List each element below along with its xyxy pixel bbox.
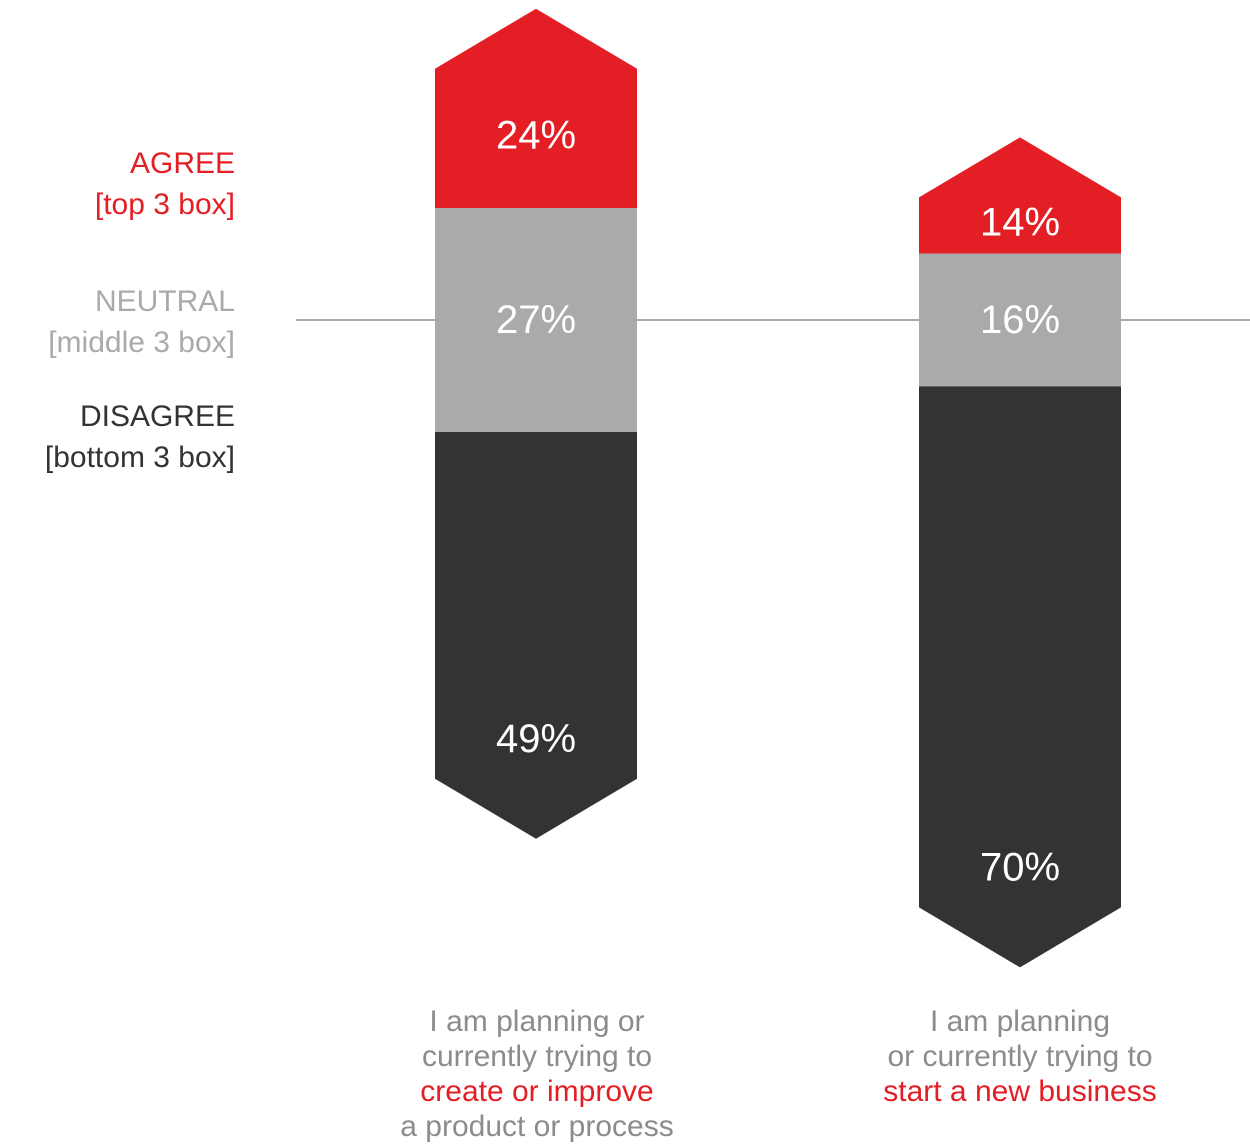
bar-2-neutral-label: 16% <box>980 298 1060 342</box>
legend-disagree-title: DISAGREE <box>79 400 235 433</box>
legend-agree-title: AGREE <box>129 147 235 180</box>
bar-2-disagree-label: 70% <box>980 845 1060 889</box>
bar-2-disagree-segment <box>919 386 1121 968</box>
caption-1-highlight: create or improve <box>420 1075 654 1108</box>
bar-1-agree-label: 24% <box>496 113 576 157</box>
caption-2-line-1: I am planning <box>929 1005 1111 1038</box>
bar-caption-1: I am planning or currently trying to cre… <box>357 1004 717 1144</box>
legend-agree: AGREE [top 3 box] <box>95 143 235 225</box>
bar-caption-2: I am planning or currently trying to sta… <box>840 1004 1200 1109</box>
bar-1-disagree-label: 49% <box>496 717 576 761</box>
legend-disagree-subtitle: [bottom 3 box] <box>44 441 235 474</box>
bar-1-disagree-segment <box>435 432 637 839</box>
bar-1-neutral-label: 27% <box>496 298 576 342</box>
bar-2-agree-segment <box>919 137 1121 254</box>
bar-2-agree-label: 14% <box>980 201 1060 245</box>
bar-1-neutral-segment <box>435 207 637 433</box>
legend-neutral-title: NEUTRAL <box>94 285 235 318</box>
caption-1-line-2: currently trying to <box>421 1040 653 1073</box>
caption-1-line-4: a product or process <box>400 1110 674 1143</box>
caption-2-highlight: start a new business <box>883 1075 1157 1108</box>
caption-1-line-1: I am planning or <box>429 1005 645 1038</box>
legend-agree-subtitle: [top 3 box] <box>94 188 235 221</box>
caption-2-line-2: or currently trying to <box>887 1040 1153 1073</box>
legend-neutral-subtitle: [middle 3 box] <box>48 326 235 359</box>
legend-disagree: DISAGREE [bottom 3 box] <box>45 396 235 478</box>
legend-neutral: NEUTRAL [middle 3 box] <box>48 281 235 363</box>
bar-1-agree-segment <box>435 8 637 208</box>
bar-2-neutral-segment <box>919 253 1121 387</box>
